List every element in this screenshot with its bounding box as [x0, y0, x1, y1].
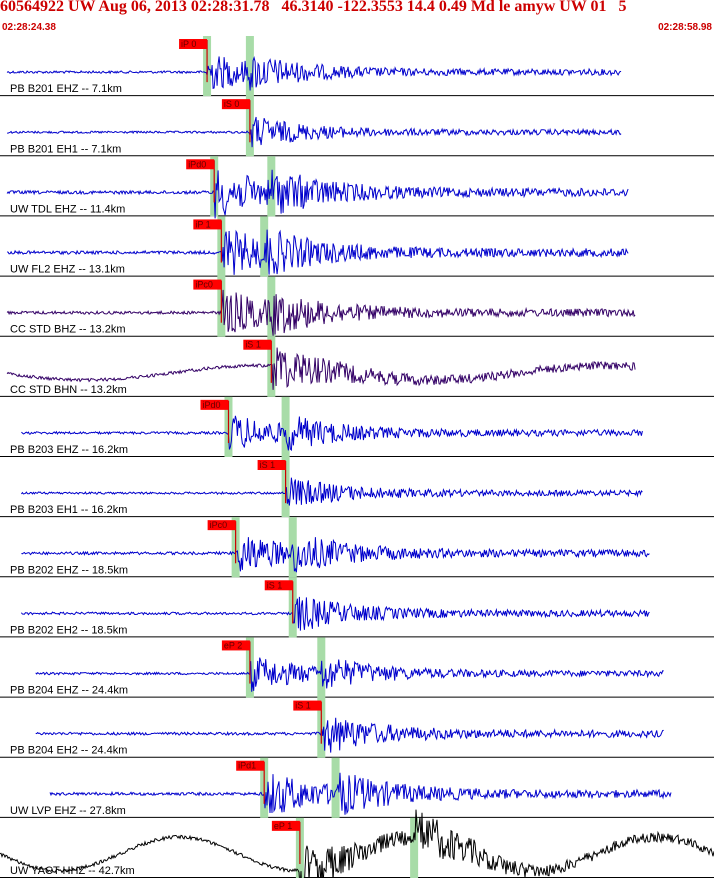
- pick-label: iS 1: [295, 701, 311, 711]
- station-label: PB B204 EHZ -- 24.4km: [10, 685, 128, 697]
- waveform: [0, 809, 714, 878]
- station-label: PB B203 EHZ -- 16.2km: [10, 444, 128, 456]
- event-title: 60564922 UW Aug 06, 2013 02:28:31.78 46.…: [0, 0, 627, 15]
- s-pick-band: [267, 276, 276, 337]
- trace-panel: eP 2 PB B204 EHZ -- 24.4km: [0, 637, 714, 698]
- pick-label-box: [293, 700, 322, 711]
- station-label: PB B204 EH2 -- 24.4km: [10, 745, 127, 757]
- pick-label-box: [221, 640, 250, 651]
- trace-panel: iPd0 UW TDL EHZ -- 11.4km: [0, 156, 714, 219]
- pick-label: iPd0: [188, 159, 206, 169]
- waveform: [49, 772, 672, 815]
- pick-label: iP 1: [195, 219, 210, 229]
- s-pick-band: [281, 396, 290, 457]
- trace-panel: iP 1 UW FL2 EHZ -- 13.1km: [0, 216, 714, 277]
- s-pick-band: [331, 757, 340, 818]
- start-time: 02:28:24.38: [2, 22, 56, 33]
- s-pick-band: [260, 216, 269, 277]
- pick-label: iS 0: [224, 99, 240, 109]
- trace-panel: iP 0 PB B201 EHZ -- 7.1km: [0, 36, 714, 97]
- trace-panels: iP 0 PB B201 EHZ -- 7.1km iS 0 PB B201 EH1 …: [0, 36, 714, 878]
- waveform: [35, 717, 664, 753]
- pick-label-box: [193, 219, 222, 230]
- pick-label: iP 0: [181, 39, 196, 49]
- pick-label-box: [200, 399, 229, 410]
- pick-label-box: [186, 159, 215, 170]
- trace-panel: iS 1 CC STD BHN -- 13.2km: [0, 336, 714, 397]
- pick-label: eP 2: [224, 640, 242, 650]
- end-time: 02:28:58.98: [658, 22, 712, 33]
- waveform: [35, 657, 664, 692]
- station-label: CC STD BHN -- 13.2km: [10, 384, 127, 396]
- station-label: PB B202 EH2 -- 18.5km: [10, 624, 127, 636]
- station-label: UW YACT HHZ -- 42.7km: [10, 865, 135, 877]
- pick-label-box: [179, 39, 208, 49]
- waveform: [6, 55, 622, 91]
- waveform: [20, 477, 643, 506]
- trace-panel: iS 1 PB B202 EH2 -- 18.5km: [0, 577, 714, 638]
- trace-panel: iS 0 PB B201 EH1 -- 7.1km: [0, 96, 714, 157]
- pick-label-box: [257, 460, 286, 470]
- station-label: UW TDL EHZ -- 11.4km: [10, 203, 125, 215]
- waveform: [21, 596, 650, 631]
- station-label: PB B201 EHZ -- 7.1km: [10, 83, 122, 95]
- pick-label-box: [236, 760, 265, 771]
- trace-panel: iS 1 PB B204 EH2 -- 24.4km: [0, 697, 714, 758]
- waveform: [21, 537, 650, 573]
- station-label: PB B201 EH1 -- 7.1km: [10, 143, 121, 155]
- station-label: CC STD BHZ -- 13.2km: [10, 324, 126, 336]
- pick-label: iPd0: [202, 400, 220, 410]
- s-pick-band: [245, 36, 254, 97]
- pick-label-box: [264, 580, 293, 591]
- waveform: [6, 169, 629, 219]
- waveform: [7, 116, 622, 148]
- waveform: [6, 229, 629, 275]
- pick-label: eP 1: [274, 821, 292, 831]
- waveform: [6, 347, 636, 390]
- waveform: [21, 415, 643, 452]
- pick-label-box: [221, 99, 250, 110]
- s-pick-band: [410, 817, 419, 878]
- station-label: UW FL2 EHZ -- 13.1km: [10, 264, 125, 276]
- pick-label: iPc0: [210, 520, 228, 530]
- trace-panel: iS 1 PB B203 EH1 -- 16.2km: [0, 457, 714, 518]
- pick-label: iS 1: [260, 460, 276, 470]
- pick-label-box: [243, 339, 272, 350]
- pick-label-box: [193, 279, 222, 290]
- event-header: 60564922 UW Aug 06, 2013 02:28:31.78 46.…: [0, 0, 714, 38]
- trace-panel: iPc0 CC STD BHZ -- 13.2km: [0, 276, 714, 337]
- pick-label-box: [207, 520, 236, 531]
- waveform: [6, 289, 636, 336]
- trace-panel: iPd0 PB B203 EHZ -- 16.2km: [0, 396, 714, 457]
- pick-label: iS 1: [245, 340, 261, 350]
- waveform-canvas[interactable]: iP 0 PB B201 EHZ -- 7.1km iS 0 PB B201 EH1 …: [0, 36, 714, 878]
- pick-label-box: [271, 820, 300, 831]
- station-label: PB B202 EHZ -- 18.5km: [10, 564, 128, 576]
- station-label: UW LVP EHZ -- 27.8km: [10, 805, 126, 817]
- pick-label: iPc0: [195, 280, 213, 290]
- trace-panel: eP 1 UW YACT HHZ -- 42.7km: [0, 809, 714, 878]
- pick-label: iS 1: [267, 580, 283, 590]
- station-label: PB B203 EH1 -- 16.2km: [10, 504, 127, 516]
- pick-label: iPd1: [238, 761, 256, 771]
- trace-panel: iPd1 UW LVP EHZ -- 27.8km: [0, 757, 714, 818]
- trace-panel: iPc0 PB B202 EHZ -- 18.5km: [0, 517, 714, 578]
